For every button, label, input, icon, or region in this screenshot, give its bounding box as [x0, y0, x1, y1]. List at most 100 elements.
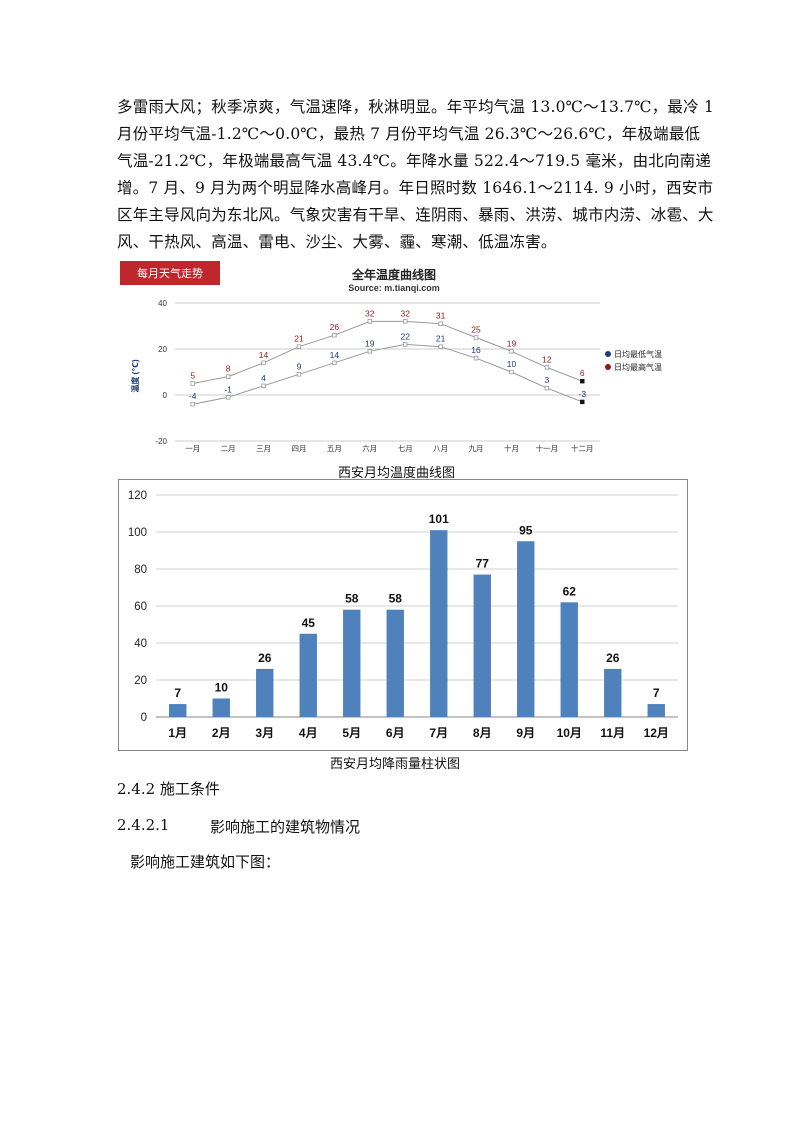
legend-marker: [605, 364, 611, 370]
data-label: 19: [507, 338, 517, 348]
data-label: 10: [507, 359, 517, 369]
x-tick-label: 七月: [398, 444, 413, 453]
x-tick-label: 9月: [516, 726, 535, 740]
data-point: [296, 372, 302, 377]
subsection-number: 2.4.2.1: [117, 816, 170, 834]
data-label: 14: [330, 350, 340, 360]
data-label: 21: [294, 334, 304, 344]
data-point: [261, 383, 266, 388]
section-heading: 2.4.2 施工条件: [117, 780, 220, 798]
data-point: [544, 385, 550, 391]
data-label: 58: [389, 592, 403, 606]
data-point: [367, 319, 372, 324]
paragraph-line: 增。7 月、9 月为两个明显降水高峰月。年日照时数 1646.1～2114. 9…: [117, 179, 714, 197]
data-point: [332, 360, 337, 365]
data-label: 26: [258, 651, 272, 665]
data-label: 9: [297, 361, 302, 371]
y-tick-label: 40: [158, 299, 167, 308]
data-point: [473, 356, 479, 361]
x-tick-label: 二月: [221, 444, 236, 453]
x-tick-label: 三月: [256, 444, 271, 453]
bar: [386, 609, 404, 717]
section-body-text: 影响施工建筑如下图：: [130, 853, 281, 871]
temp-chart-caption: 西安月均温度曲线图: [338, 466, 456, 481]
paragraph-line: 月份平均气温-1.2℃～0.0℃，最热 7 月份平均气温 26.3℃～26.6℃…: [117, 125, 701, 143]
data-point: [544, 365, 550, 370]
bar: [343, 609, 361, 717]
data-label: 8: [226, 364, 231, 374]
y-tick-label: 0: [163, 391, 168, 400]
data-label: -3: [579, 389, 587, 399]
bar: [604, 668, 622, 717]
paragraph-line: 气温-21.2℃，年极端最高气温 43.4℃。年降水量 522.4～719.5 …: [117, 152, 712, 170]
data-label: 12: [542, 354, 552, 364]
x-tick-label: 一月: [185, 444, 200, 453]
paragraph-line: 风、干热风、高温、雷电、沙尘、大雾、霾、寒潮、低温冻害。: [117, 233, 557, 251]
data-label: 95: [519, 523, 533, 537]
bar: [560, 602, 578, 717]
x-tick-label: 2月: [212, 726, 231, 740]
x-tick-label: 六月: [362, 443, 377, 453]
bar: [647, 704, 665, 717]
data-point: [580, 379, 585, 384]
data-label: 26: [330, 322, 340, 332]
y-tick-label: 0: [141, 712, 147, 724]
data-label: 10: [215, 681, 229, 695]
rainfall-chart: 0 20 40 60 80 100 120 1月 2月 3月 4月 5月 6月 7月 8月 9月 10月 11月 1…: [118, 479, 688, 751]
data-label: 31: [436, 311, 446, 321]
data-point: [580, 399, 585, 405]
data-label: 58: [345, 592, 359, 606]
y-tick-label: 120: [128, 490, 147, 502]
x-tick-label: 十月: [504, 443, 519, 453]
bar: [430, 530, 448, 717]
x-tick-label: 6月: [386, 726, 405, 740]
data-point: [367, 349, 372, 354]
y-tick-label: 20: [158, 345, 167, 354]
data-point: [190, 401, 195, 407]
data-label: 26: [606, 651, 620, 665]
data-label: 21: [436, 334, 446, 344]
data-point: [509, 369, 514, 375]
paragraph-line: 区年主导风向为东北风。气象灾害有干旱、连阴雨、暴雨、洪涝、城市内涝、冰雹、大: [117, 206, 714, 224]
x-tick-label: 十二月: [571, 443, 594, 453]
x-tick-label: 7月: [429, 726, 448, 740]
data-point: [438, 344, 443, 349]
intro-paragraph: 多雷雨大风；秋季凉爽，气温速降，秋淋明显。年平均气温 13.0℃～13.7℃，最…: [117, 94, 715, 256]
data-point: [332, 333, 337, 338]
x-tick-label: 12月: [644, 726, 669, 740]
y-axis-label: 温度 (℃): [130, 359, 140, 393]
bar: [256, 668, 274, 717]
data-label: 45: [302, 616, 316, 630]
bar: [473, 574, 491, 717]
bar: [299, 633, 317, 717]
x-tick-label: 4月: [299, 726, 318, 740]
chart-badge: 每月天气走势: [120, 261, 220, 285]
data-point: [296, 344, 302, 349]
legend-marker: [605, 351, 611, 357]
legend-label: 日均最低气温: [614, 349, 662, 359]
x-tick-label: 10月: [557, 726, 582, 740]
data-point: [403, 319, 408, 324]
x-tick-label: 五月: [327, 444, 342, 453]
data-label: 101: [429, 512, 449, 526]
x-tick-label: 8月: [473, 726, 492, 740]
data-label: 32: [400, 308, 410, 318]
data-point: [225, 374, 231, 379]
y-tick-label: 60: [134, 601, 147, 613]
data-label: 3: [545, 375, 550, 385]
data-label: 16: [471, 345, 481, 355]
data-label: -1: [224, 384, 232, 394]
bar: [517, 541, 535, 717]
data-label: 14: [259, 350, 269, 360]
legend-label: 日均最高气温: [614, 362, 662, 372]
data-point: [403, 342, 408, 347]
series-line: [192, 320, 583, 384]
y-tick-label: 100: [128, 527, 147, 539]
chart-title: 全年温度曲线图: [351, 267, 436, 282]
data-label: 22: [400, 331, 410, 341]
bar: [212, 698, 230, 717]
data-label: 32: [365, 308, 375, 318]
paragraph-line: 多雷雨大风；秋季凉爽，气温速降，秋淋明显。年平均气温 13.0℃～13.7℃，最…: [117, 98, 715, 116]
bar: [169, 704, 187, 717]
